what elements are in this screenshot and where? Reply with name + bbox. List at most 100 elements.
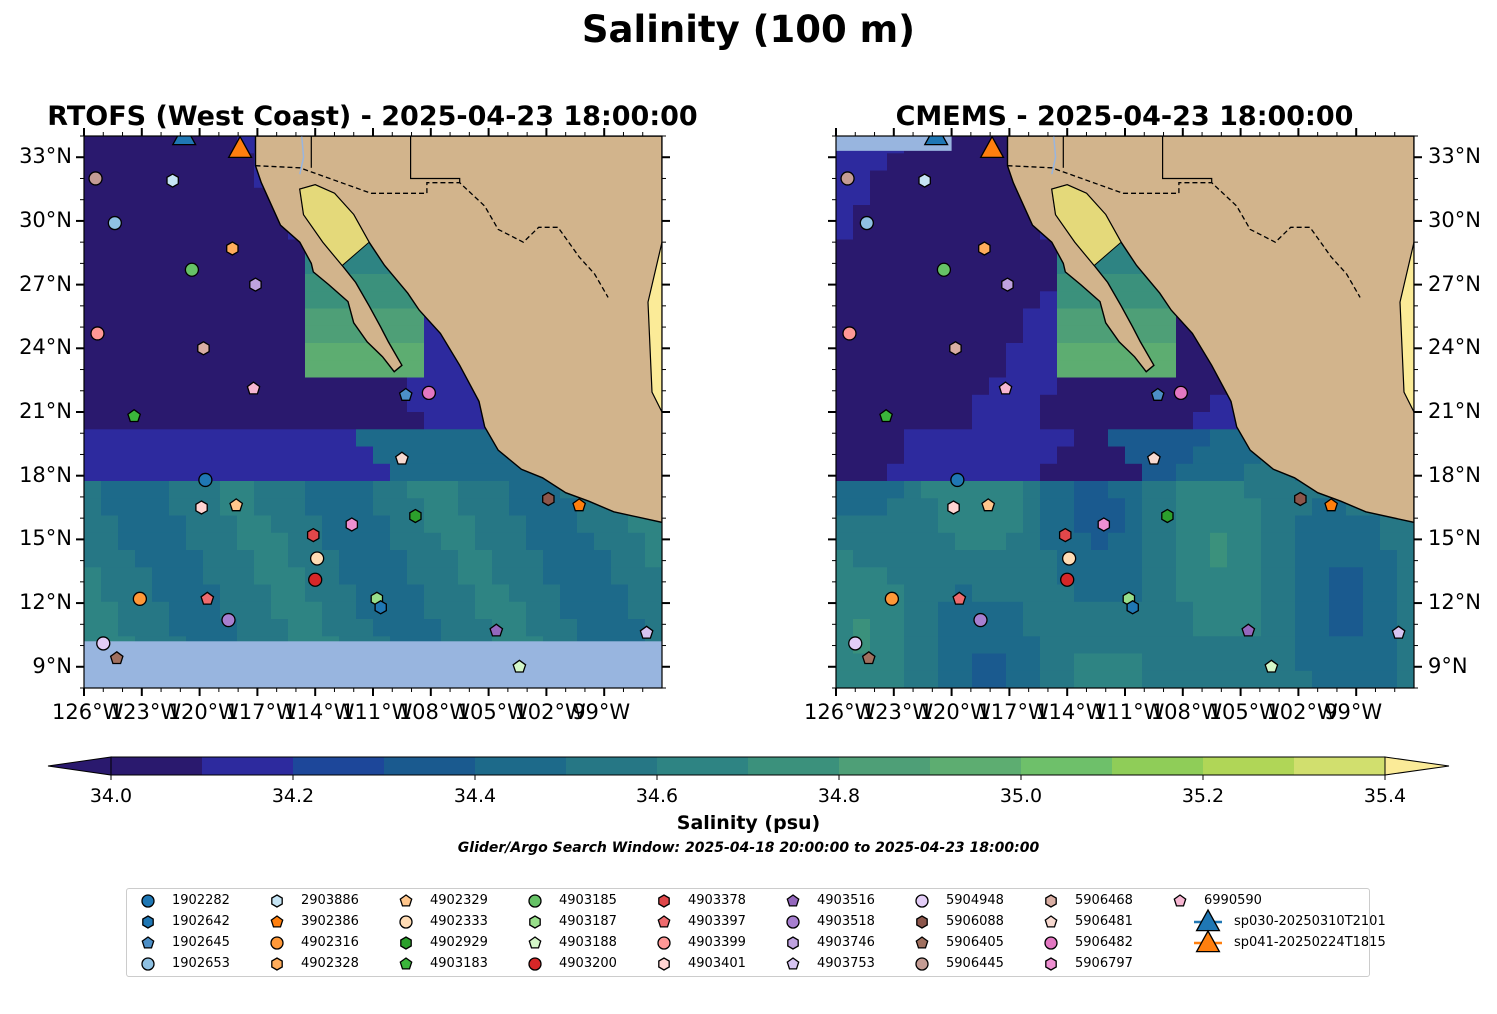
- legend: 1902282 1902642 1902645 1902653 2903886 39023…: [126, 888, 1386, 977]
- lat-tick-label: 15°N: [19, 526, 72, 551]
- float-marker-5906468: [197, 341, 210, 356]
- legend-label: 4903378: [688, 893, 746, 908]
- float-marker-1902642: [374, 600, 387, 615]
- river: [299, 136, 305, 175]
- lat-tick-label: 21°N: [19, 399, 72, 423]
- legend-marker-1902642: [142, 915, 154, 929]
- legend-label: 5906482: [1075, 935, 1133, 950]
- colorbar-bin: [839, 757, 931, 775]
- figure-title: Salinity (100 m): [581, 8, 916, 51]
- float-marker-4903378: [306, 527, 320, 543]
- lat-tick-label: 9°N: [32, 653, 72, 678]
- colorbar-label: Salinity (psu): [676, 812, 821, 834]
- colorbar-bin: [566, 757, 658, 775]
- panel-title-rtofs: RTOFS (West Coast) - 2025-04-23 18:00:00: [47, 101, 698, 132]
- legend-marker-4903183: [399, 957, 413, 970]
- legend-label: 1902282: [172, 893, 230, 908]
- float-marker-6990590: [998, 381, 1013, 395]
- float-marker-5906405: [861, 650, 876, 665]
- national-border: [255, 165, 609, 298]
- lon-tick-label: 123°W: [861, 700, 934, 724]
- lon-tick-label: 117°W: [977, 700, 1049, 724]
- legend-marker-5906797: [1045, 957, 1057, 971]
- float-marker-1902282: [198, 472, 213, 488]
- colorbar: 34.0 34.2 34.4 34.6 34.8 35.0 35.2 35.4: [47, 756, 1450, 807]
- legend-marker-4903187: [529, 915, 541, 929]
- legend-label: 4903516: [817, 893, 875, 908]
- legend-label: 4902316: [301, 935, 359, 950]
- colorbar-bin: [930, 757, 1022, 775]
- lat-tick-label: 33°N: [19, 144, 72, 169]
- float-marker-2903886: [166, 173, 179, 188]
- float-marker-4903188: [1264, 659, 1279, 673]
- float-marker-3902386: [572, 498, 587, 512]
- colorbar-tick-label: 34.6: [636, 785, 678, 807]
- legend-marker-4902328: [271, 957, 283, 971]
- lon-tick-label: 108°W: [398, 700, 471, 724]
- lon-tick-label: 114°W: [283, 700, 355, 724]
- colorbar-bin: [475, 757, 567, 775]
- legend-label: 5906481: [1075, 914, 1133, 929]
- legend-marker-4903516: [786, 894, 800, 907]
- float-marker-4903378: [1058, 527, 1072, 543]
- float-marker-4903746: [1001, 277, 1014, 292]
- legend-marker-5904948: [915, 894, 929, 908]
- legend-label: 4903200: [559, 956, 617, 971]
- colorbar-tick-label: 35.4: [1364, 785, 1406, 807]
- lat-tick-label: 12°N: [19, 590, 72, 615]
- legend-label: 5906468: [1075, 893, 1133, 908]
- legend-marker-sp041-20250224T1815: [1195, 929, 1221, 953]
- legend-marker-4902316: [270, 936, 284, 950]
- lat-tick-label: 18°N: [19, 462, 72, 487]
- float-marker-4902328: [226, 241, 239, 256]
- float-marker-4903516: [489, 623, 504, 637]
- float-marker-4903200: [308, 572, 323, 587]
- river: [1051, 136, 1057, 175]
- colorbar-tick-label: 35.2: [1182, 785, 1224, 807]
- legend-label: 3902386: [301, 914, 359, 929]
- lat-tick-label: 30°N: [19, 207, 72, 232]
- glider-marker-sp041-20250224T1815: [227, 136, 253, 159]
- float-marker-5906481: [1146, 451, 1161, 465]
- legend-marker-4903746: [787, 936, 799, 950]
- colorbar-tick-label: 34.8: [818, 785, 860, 807]
- legend-label: 4903746: [817, 935, 875, 950]
- legend-label: 4902929: [430, 935, 488, 950]
- legend-marker-2903886: [271, 894, 283, 908]
- float-marker-4903397: [200, 591, 215, 605]
- legend-marker-5906405: [915, 936, 929, 949]
- gulf-head: [299, 184, 370, 267]
- float-marker-1902282: [950, 472, 965, 488]
- legend-label: 5906405: [946, 935, 1004, 950]
- float-marker-4903401: [947, 500, 960, 515]
- map-panel-rtofs: [84, 136, 662, 688]
- colorbar-bin: [1112, 757, 1204, 775]
- lat-tick-label: 24°N: [19, 335, 72, 360]
- legend-label: 6990590: [1204, 893, 1262, 908]
- float-marker-5906482: [1173, 385, 1189, 401]
- legend-marker-1902653: [141, 957, 155, 971]
- lat-tick-label: 33°N: [1428, 144, 1481, 169]
- float-marker-4903518: [221, 612, 236, 628]
- lat-tick-label: 18°N: [1428, 462, 1481, 487]
- legend-marker-4903399: [657, 936, 671, 950]
- lon-tick-label: 114°W: [1035, 700, 1107, 724]
- legend-label: 5906088: [946, 914, 1004, 929]
- legend-label: 2903886: [301, 893, 359, 908]
- lon-tick-label: 111°W: [1093, 700, 1165, 724]
- colorbar-bin: [111, 757, 203, 775]
- float-marker-5906445: [840, 171, 855, 186]
- legend-label: 1902642: [172, 914, 230, 929]
- legend-marker-4903753: [786, 957, 800, 970]
- legend-label: sp041-20250224T1815: [1234, 935, 1386, 950]
- float-marker-1902653: [859, 215, 874, 231]
- lat-tick-label: 21°N: [1428, 399, 1481, 423]
- legend-marker-4902929: [400, 936, 412, 950]
- legend-label: 4903397: [688, 914, 746, 929]
- legend-marker-4903185: [528, 894, 542, 908]
- float-marker-4903185: [184, 262, 200, 277]
- float-marker-2903886: [918, 173, 931, 188]
- legend-marker-4903378: [658, 894, 670, 908]
- panel-title-cmems: CMEMS - 2025-04-23 18:00:00: [895, 101, 1354, 132]
